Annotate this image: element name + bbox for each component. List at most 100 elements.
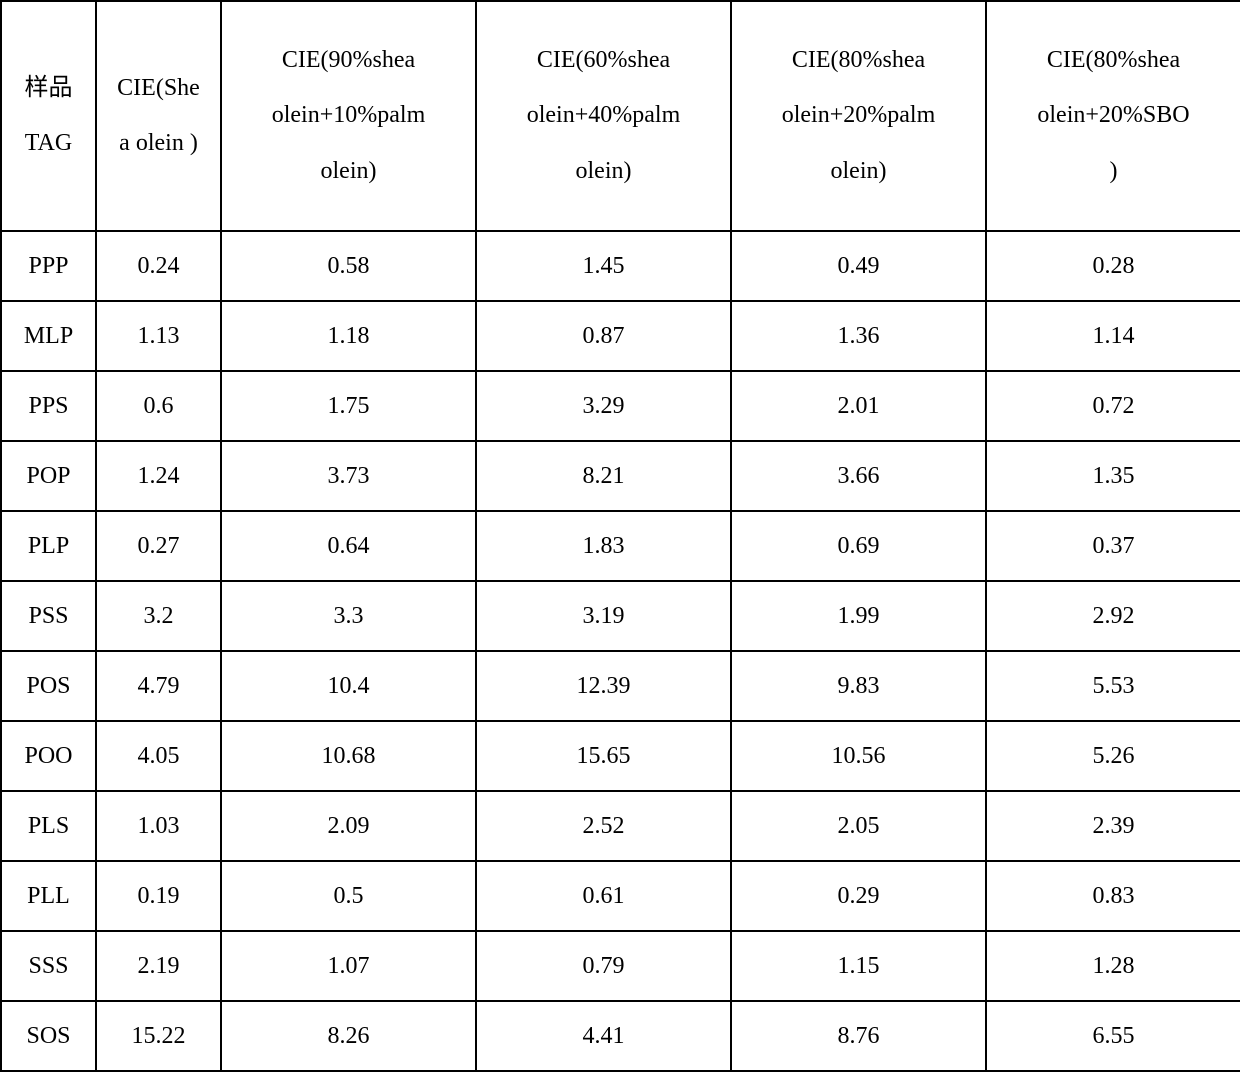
cell: 3.19 (476, 581, 731, 651)
cell: PLS (1, 791, 96, 861)
cell: POP (1, 441, 96, 511)
cell: 10.68 (221, 721, 476, 791)
table-row: POO 4.05 10.68 15.65 10.56 5.26 (1, 721, 1240, 791)
table-header-row: 样品TAG CIE(Shea olein ) CIE(90%sheaolein+… (1, 1, 1240, 231)
cell: 1.75 (221, 371, 476, 441)
cell: 0.72 (986, 371, 1240, 441)
cell: 1.03 (96, 791, 221, 861)
cell: PSS (1, 581, 96, 651)
table-row: PPS 0.6 1.75 3.29 2.01 0.72 (1, 371, 1240, 441)
cell: 1.15 (731, 931, 986, 1001)
cell: 0.37 (986, 511, 1240, 581)
table-row: PLP 0.27 0.64 1.83 0.69 0.37 (1, 511, 1240, 581)
cell: 1.99 (731, 581, 986, 651)
cell: 1.07 (221, 931, 476, 1001)
cell: 4.05 (96, 721, 221, 791)
table-row: MLP 1.13 1.18 0.87 1.36 1.14 (1, 301, 1240, 371)
table-row: SSS 2.19 1.07 0.79 1.15 1.28 (1, 931, 1240, 1001)
table-container: 样品TAG CIE(Shea olein ) CIE(90%sheaolein+… (0, 0, 1240, 1072)
cell: 0.27 (96, 511, 221, 581)
cell: 10.4 (221, 651, 476, 721)
col-header-3-text: CIE(60%sheaolein+40%palmolein) (527, 33, 681, 199)
cell: 0.83 (986, 861, 1240, 931)
cell: 2.52 (476, 791, 731, 861)
cell: 0.6 (96, 371, 221, 441)
cell: POS (1, 651, 96, 721)
cell: SOS (1, 1001, 96, 1071)
cell: 1.24 (96, 441, 221, 511)
cell: 10.56 (731, 721, 986, 791)
cell: 0.87 (476, 301, 731, 371)
col-header-5: CIE(80%sheaolein+20%SBO) (986, 1, 1240, 231)
col-header-2: CIE(90%sheaolein+10%palmolein) (221, 1, 476, 231)
cell: 15.22 (96, 1001, 221, 1071)
cell: 12.39 (476, 651, 731, 721)
data-table: 样品TAG CIE(Shea olein ) CIE(90%sheaolein+… (0, 0, 1240, 1072)
cell: 2.01 (731, 371, 986, 441)
cell: 0.19 (96, 861, 221, 931)
cell: 0.79 (476, 931, 731, 1001)
cell: 2.05 (731, 791, 986, 861)
cell: 2.39 (986, 791, 1240, 861)
col-header-3: CIE(60%sheaolein+40%palmolein) (476, 1, 731, 231)
cell: 1.36 (731, 301, 986, 371)
table-header: 样品TAG CIE(Shea olein ) CIE(90%sheaolein+… (1, 1, 1240, 231)
cell: 3.3 (221, 581, 476, 651)
cell: 8.76 (731, 1001, 986, 1071)
col-header-0-text: 样品TAG (25, 61, 73, 171)
col-header-4: CIE(80%sheaolein+20%palmolein) (731, 1, 986, 231)
cell: 5.53 (986, 651, 1240, 721)
cell: 1.45 (476, 231, 731, 301)
table-body: PPP 0.24 0.58 1.45 0.49 0.28 MLP 1.13 1.… (1, 231, 1240, 1071)
cell: 1.83 (476, 511, 731, 581)
cell: 9.83 (731, 651, 986, 721)
cell: 3.66 (731, 441, 986, 511)
cell: 3.73 (221, 441, 476, 511)
cell: 3.29 (476, 371, 731, 441)
cell: 1.13 (96, 301, 221, 371)
table-row: PLL 0.19 0.5 0.61 0.29 0.83 (1, 861, 1240, 931)
cell: 0.69 (731, 511, 986, 581)
table-row: PLS 1.03 2.09 2.52 2.05 2.39 (1, 791, 1240, 861)
cell: 0.24 (96, 231, 221, 301)
cell: 8.21 (476, 441, 731, 511)
table-row: POP 1.24 3.73 8.21 3.66 1.35 (1, 441, 1240, 511)
cell: MLP (1, 301, 96, 371)
cell: 0.28 (986, 231, 1240, 301)
cell: PLL (1, 861, 96, 931)
col-header-1-text: CIE(Shea olein ) (117, 61, 200, 171)
cell: 4.41 (476, 1001, 731, 1071)
cell: POO (1, 721, 96, 791)
cell: 0.49 (731, 231, 986, 301)
cell: SSS (1, 931, 96, 1001)
cell: 1.35 (986, 441, 1240, 511)
cell: 2.19 (96, 931, 221, 1001)
col-header-0: 样品TAG (1, 1, 96, 231)
cell: 0.61 (476, 861, 731, 931)
table-row: POS 4.79 10.4 12.39 9.83 5.53 (1, 651, 1240, 721)
cell: 0.5 (221, 861, 476, 931)
cell: 3.2 (96, 581, 221, 651)
cell: 4.79 (96, 651, 221, 721)
cell: 1.18 (221, 301, 476, 371)
col-header-4-text: CIE(80%sheaolein+20%palmolein) (782, 33, 936, 199)
cell: PPS (1, 371, 96, 441)
col-header-1: CIE(Shea olein ) (96, 1, 221, 231)
cell: PPP (1, 231, 96, 301)
col-header-5-text: CIE(80%sheaolein+20%SBO) (1037, 33, 1189, 199)
cell: PLP (1, 511, 96, 581)
cell: 5.26 (986, 721, 1240, 791)
cell: 0.64 (221, 511, 476, 581)
cell: 2.92 (986, 581, 1240, 651)
table-row: SOS 15.22 8.26 4.41 8.76 6.55 (1, 1001, 1240, 1071)
cell: 6.55 (986, 1001, 1240, 1071)
cell: 15.65 (476, 721, 731, 791)
cell: 8.26 (221, 1001, 476, 1071)
cell: 1.14 (986, 301, 1240, 371)
table-row: PPP 0.24 0.58 1.45 0.49 0.28 (1, 231, 1240, 301)
cell: 1.28 (986, 931, 1240, 1001)
col-header-2-text: CIE(90%sheaolein+10%palmolein) (272, 33, 426, 199)
cell: 0.29 (731, 861, 986, 931)
cell: 2.09 (221, 791, 476, 861)
cell: 0.58 (221, 231, 476, 301)
